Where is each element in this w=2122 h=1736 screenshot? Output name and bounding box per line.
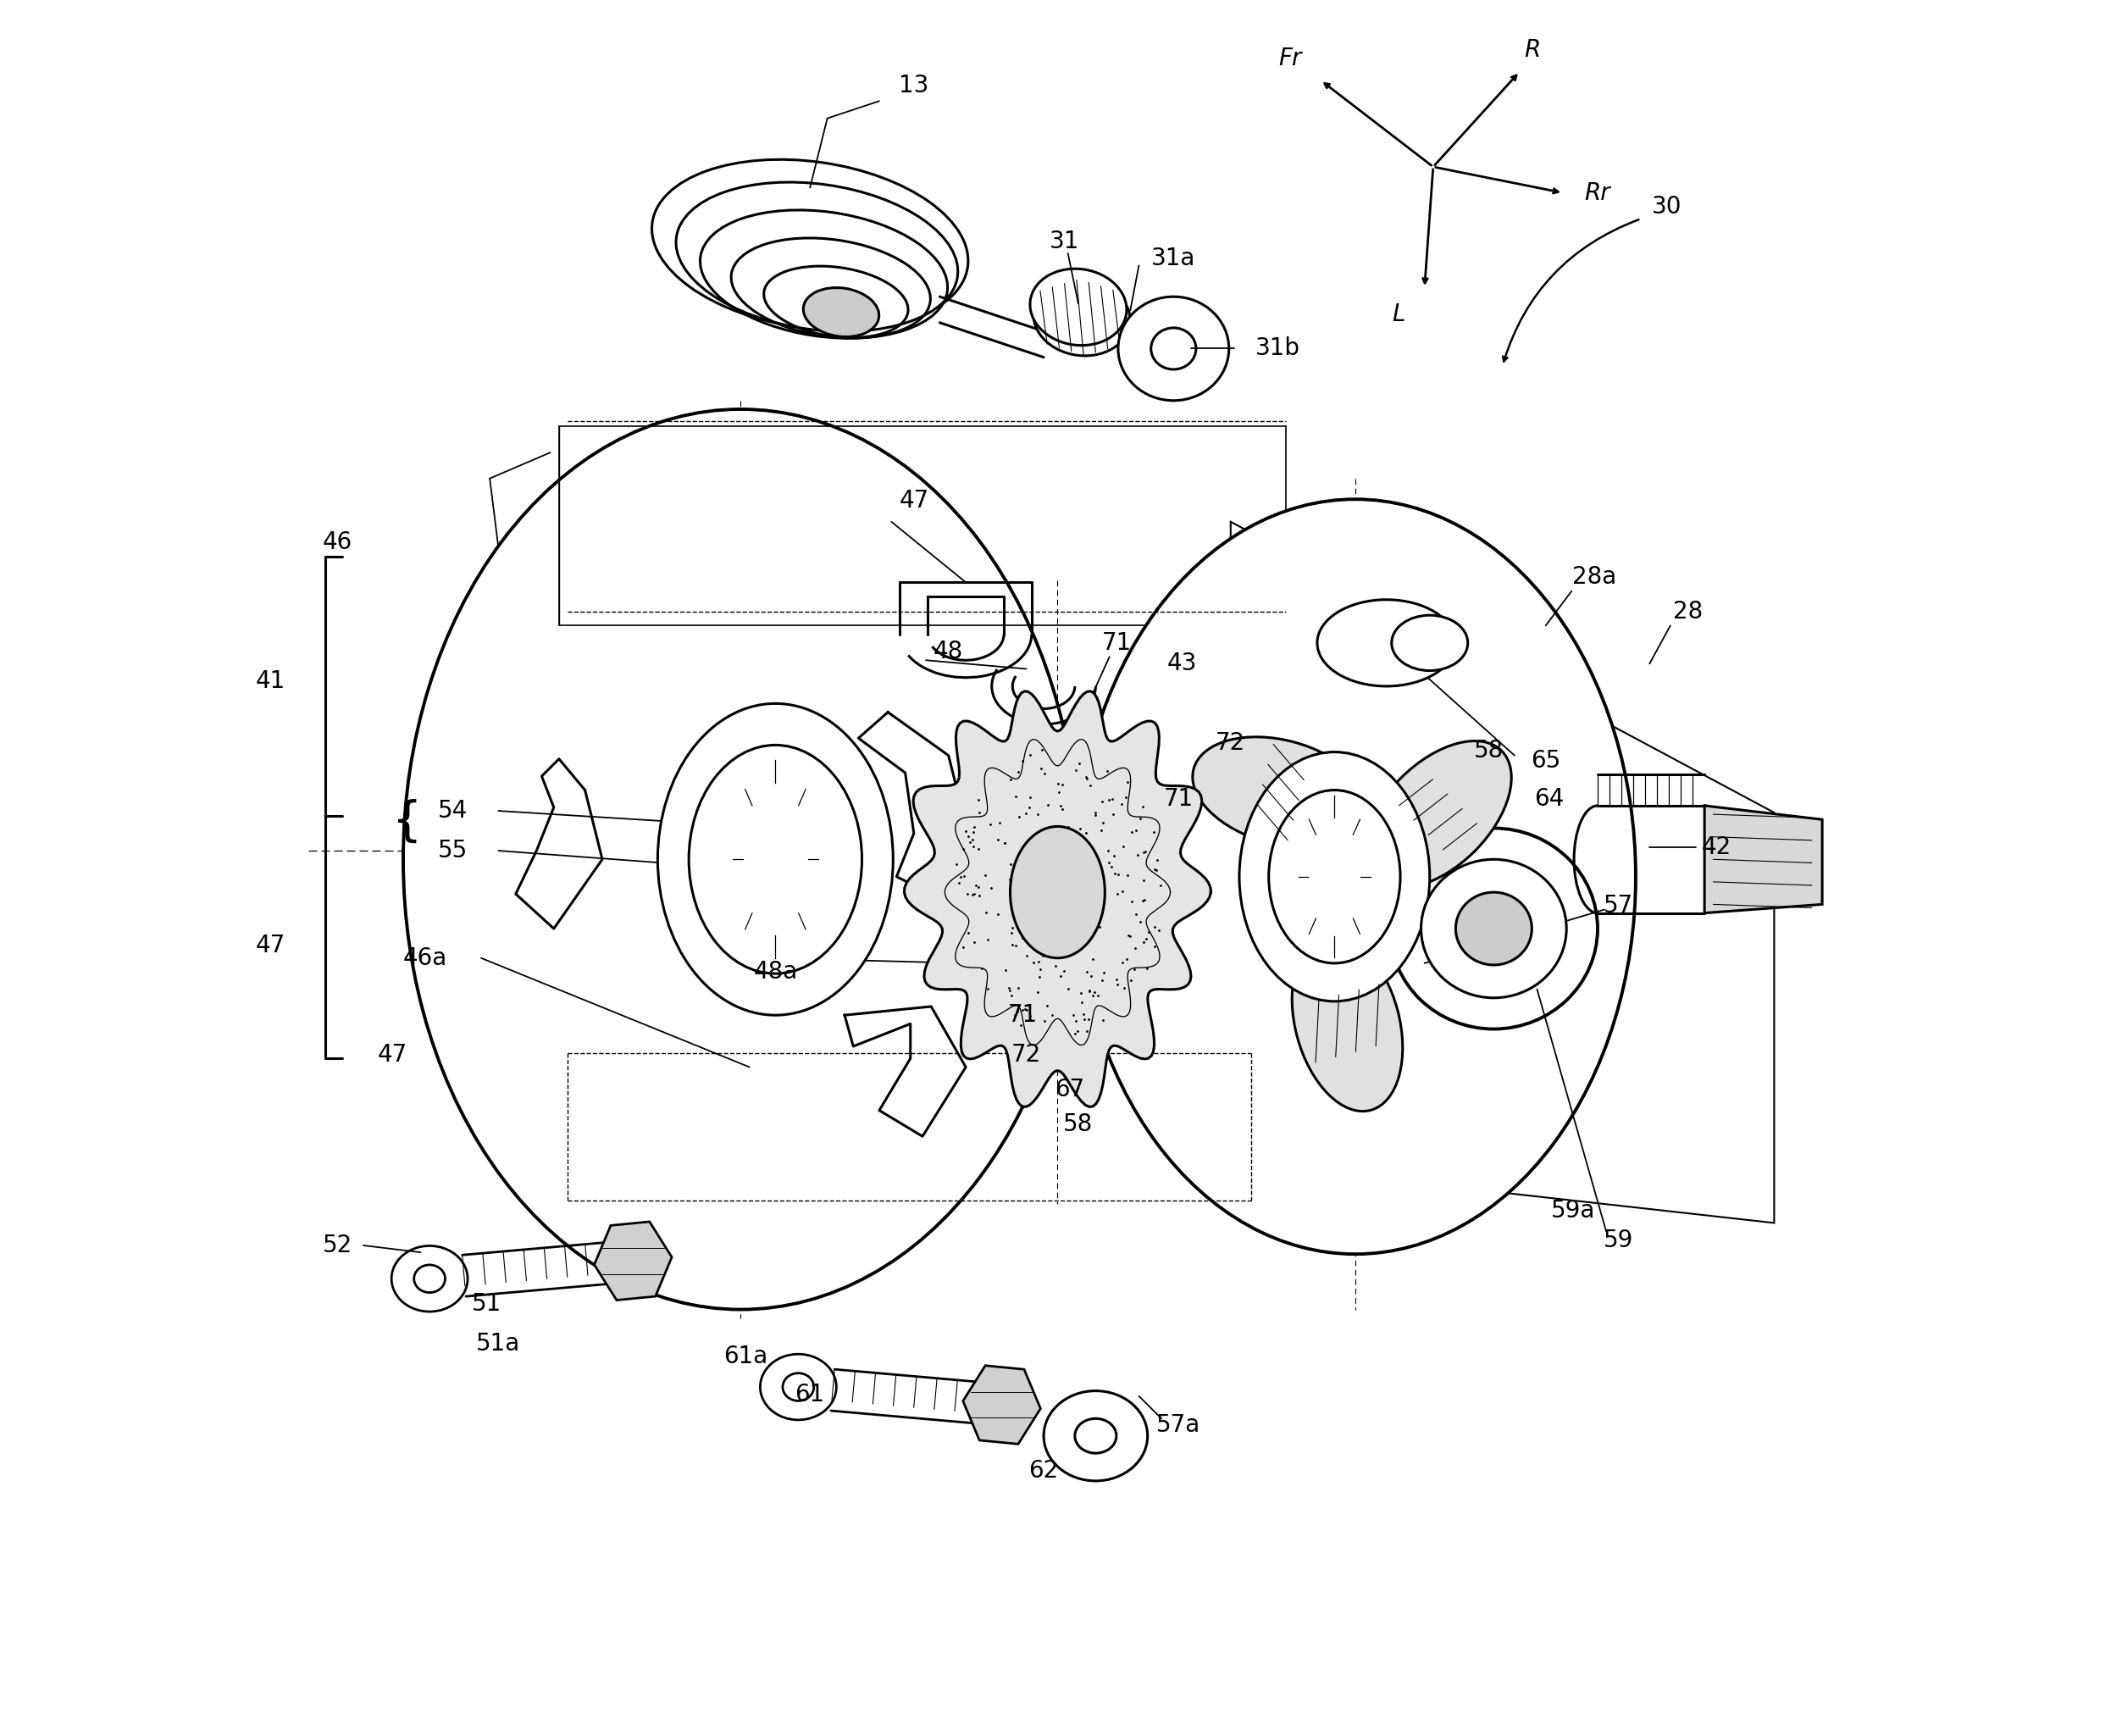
Text: 65: 65 (1530, 748, 1560, 773)
Polygon shape (594, 1222, 673, 1300)
Ellipse shape (658, 703, 893, 1016)
Ellipse shape (783, 1373, 815, 1401)
Polygon shape (904, 691, 1212, 1108)
Ellipse shape (414, 1266, 446, 1293)
Ellipse shape (1193, 738, 1369, 847)
Text: 28: 28 (1672, 601, 1702, 623)
Ellipse shape (1318, 599, 1456, 686)
Text: 41: 41 (255, 668, 286, 693)
Text: 48: 48 (934, 641, 963, 663)
Text: 51: 51 (471, 1292, 501, 1316)
Text: 51a: 51a (475, 1332, 520, 1356)
Ellipse shape (1010, 826, 1106, 958)
Ellipse shape (1076, 500, 1636, 1253)
Text: 58: 58 (1063, 1113, 1093, 1135)
Ellipse shape (1029, 269, 1127, 345)
Polygon shape (1704, 806, 1823, 913)
Text: 59: 59 (1604, 1229, 1634, 1252)
Ellipse shape (1422, 859, 1566, 998)
Text: 46: 46 (323, 531, 352, 554)
Text: 71: 71 (1008, 1003, 1038, 1028)
Text: 61: 61 (796, 1382, 825, 1406)
Text: 13: 13 (900, 73, 929, 97)
Text: 57a: 57a (1156, 1413, 1201, 1437)
Text: 64: 64 (1534, 786, 1564, 811)
Text: 43: 43 (1167, 651, 1197, 675)
Ellipse shape (1239, 752, 1430, 1002)
Ellipse shape (1390, 828, 1598, 1029)
Ellipse shape (390, 1246, 467, 1312)
Polygon shape (963, 1366, 1040, 1444)
Text: 67: 67 (1055, 1078, 1084, 1101)
Text: 42: 42 (1702, 835, 1732, 859)
Ellipse shape (1364, 741, 1511, 887)
Text: Fr: Fr (1280, 47, 1303, 71)
Text: 72: 72 (1216, 731, 1246, 755)
Text: 58: 58 (1475, 738, 1504, 762)
Text: 28a: 28a (1572, 566, 1617, 589)
Ellipse shape (1118, 297, 1229, 401)
Ellipse shape (1076, 1418, 1116, 1453)
Text: 59a: 59a (1551, 1200, 1596, 1222)
Ellipse shape (1292, 936, 1403, 1111)
Text: 31a: 31a (1152, 247, 1195, 271)
Ellipse shape (1044, 1391, 1148, 1481)
Text: 47: 47 (378, 1043, 407, 1068)
Text: 62: 62 (1029, 1458, 1059, 1483)
Text: 52: 52 (323, 1234, 352, 1257)
Text: 31b: 31b (1254, 337, 1301, 361)
Text: 48a: 48a (753, 960, 798, 984)
Ellipse shape (760, 1354, 836, 1420)
Text: 55: 55 (437, 838, 467, 863)
Text: R: R (1524, 38, 1541, 62)
Text: Rr: Rr (1585, 181, 1611, 205)
Text: 31: 31 (1050, 229, 1080, 253)
Ellipse shape (1392, 615, 1468, 670)
Text: 30: 30 (1651, 194, 1683, 219)
Text: 71: 71 (1163, 786, 1195, 811)
Ellipse shape (677, 182, 957, 332)
Text: 71: 71 (1101, 632, 1131, 654)
Text: 57: 57 (1604, 894, 1634, 918)
Ellipse shape (804, 288, 879, 337)
Ellipse shape (1269, 790, 1401, 963)
Ellipse shape (651, 160, 968, 330)
Text: 61a: 61a (724, 1344, 768, 1368)
Text: L: L (1392, 302, 1405, 326)
Text: 46a: 46a (403, 946, 448, 970)
Ellipse shape (403, 410, 1078, 1309)
Text: 54: 54 (437, 799, 467, 823)
Polygon shape (1231, 523, 1774, 1222)
Text: 72: 72 (1012, 1043, 1042, 1068)
Text: 47: 47 (255, 934, 286, 958)
Text: 47: 47 (900, 490, 929, 512)
Text: {: { (393, 799, 422, 844)
Ellipse shape (690, 745, 862, 974)
Ellipse shape (1456, 892, 1532, 965)
Ellipse shape (1033, 279, 1131, 356)
